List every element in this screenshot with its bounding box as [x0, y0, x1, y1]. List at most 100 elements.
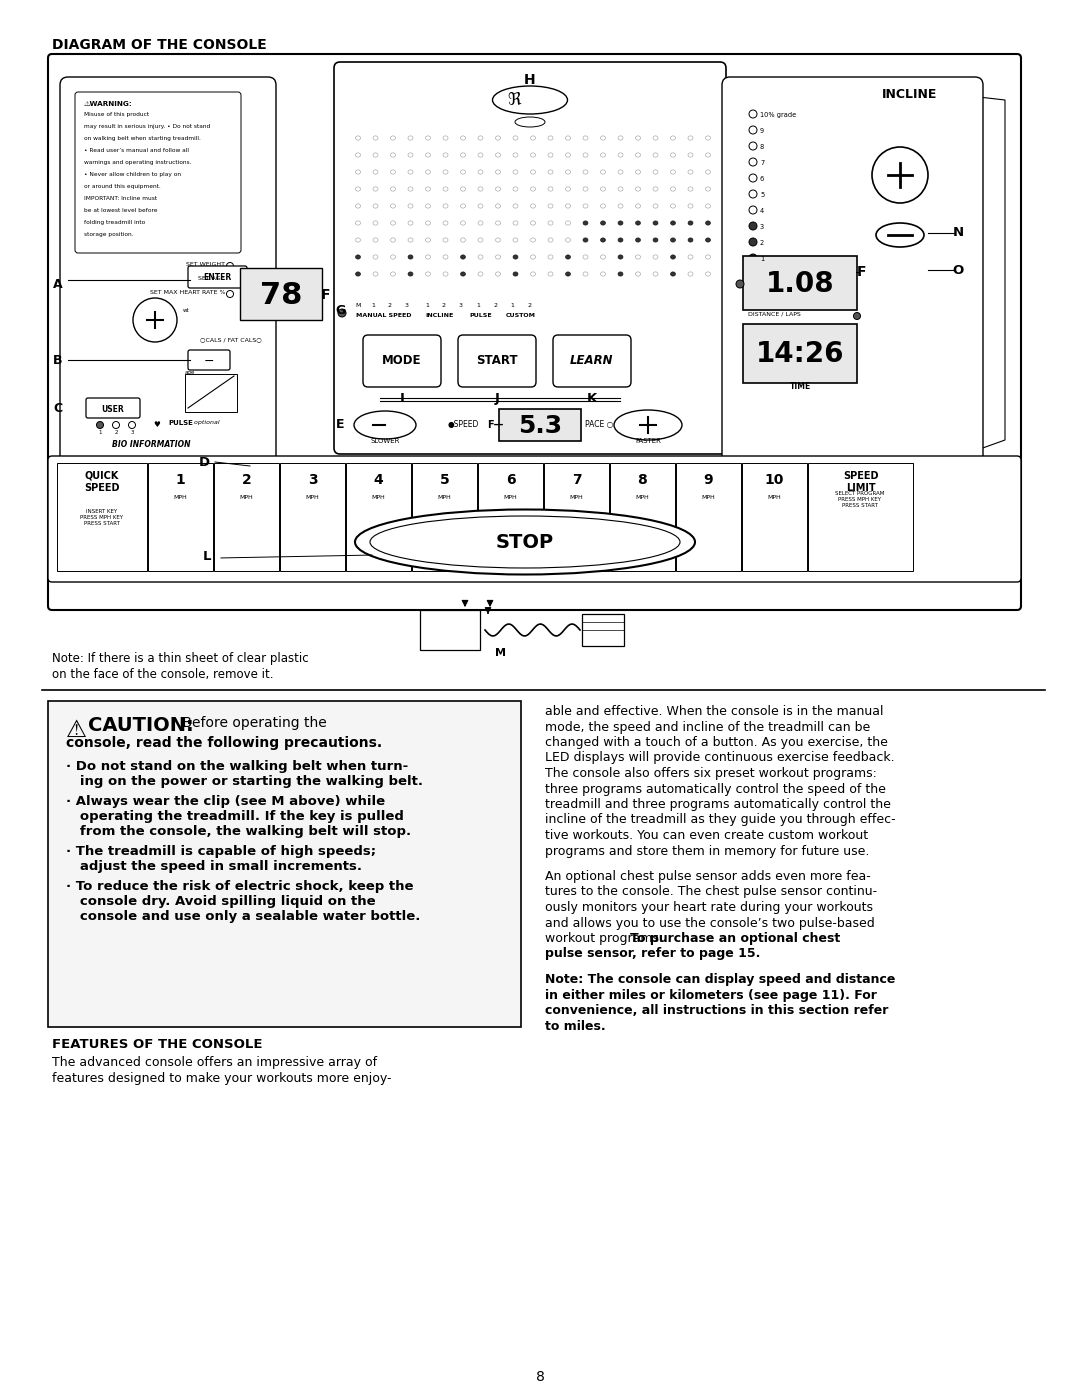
Ellipse shape: [671, 254, 675, 258]
Ellipse shape: [548, 152, 553, 156]
Text: 4: 4: [374, 474, 383, 488]
Ellipse shape: [671, 237, 675, 242]
Text: 5: 5: [440, 474, 449, 488]
Ellipse shape: [391, 170, 395, 175]
Ellipse shape: [530, 170, 536, 175]
Polygon shape: [810, 80, 1005, 510]
Text: treadmill and three programs automatically control the: treadmill and three programs automatical…: [545, 798, 891, 812]
Bar: [676, 462, 741, 571]
Ellipse shape: [443, 136, 448, 140]
Text: MPH: MPH: [174, 495, 187, 500]
Text: 2: 2: [388, 303, 392, 307]
Text: A: A: [53, 278, 63, 292]
Text: 2: 2: [442, 303, 446, 307]
Ellipse shape: [583, 136, 588, 140]
Ellipse shape: [460, 237, 465, 242]
Bar: [411, 462, 477, 571]
Text: C: C: [53, 401, 63, 415]
Ellipse shape: [566, 204, 570, 208]
Ellipse shape: [408, 152, 413, 156]
Ellipse shape: [583, 254, 588, 258]
Ellipse shape: [460, 254, 465, 258]
Ellipse shape: [618, 204, 623, 208]
Ellipse shape: [600, 152, 606, 156]
Ellipse shape: [566, 237, 570, 242]
Ellipse shape: [688, 152, 693, 156]
Text: · The treadmill is capable of high speeds;: · The treadmill is capable of high speed…: [66, 845, 376, 858]
Ellipse shape: [671, 170, 675, 175]
Circle shape: [129, 422, 135, 429]
Text: MPH: MPH: [636, 495, 649, 500]
Ellipse shape: [478, 237, 483, 242]
Ellipse shape: [373, 136, 378, 140]
Text: MPH: MPH: [437, 495, 451, 500]
Text: · Always wear the clip (see M above) while: · Always wear the clip (see M above) whi…: [66, 795, 386, 807]
Circle shape: [750, 254, 757, 263]
Bar: [544, 462, 609, 571]
Ellipse shape: [373, 170, 378, 175]
Text: DIAGRAM OF THE CONSOLE: DIAGRAM OF THE CONSOLE: [52, 38, 267, 52]
Circle shape: [750, 222, 757, 231]
Text: console dry. Avoid spilling liquid on the: console dry. Avoid spilling liquid on th…: [66, 895, 376, 908]
Text: INCLINE: INCLINE: [882, 88, 937, 101]
Ellipse shape: [671, 204, 675, 208]
Text: programs and store them in memory for future use.: programs and store them in memory for fu…: [545, 845, 869, 858]
Ellipse shape: [426, 152, 431, 156]
Text: E: E: [336, 419, 345, 432]
Text: MPH: MPH: [569, 495, 583, 500]
Ellipse shape: [566, 272, 570, 277]
Ellipse shape: [373, 204, 378, 208]
Ellipse shape: [688, 272, 693, 277]
Text: MPH: MPH: [702, 495, 715, 500]
Text: PULSE: PULSE: [168, 420, 193, 426]
Ellipse shape: [705, 221, 711, 225]
Text: incline of the treadmill as they guide you through effec-: incline of the treadmill as they guide y…: [545, 813, 895, 827]
Circle shape: [112, 422, 120, 429]
Ellipse shape: [513, 152, 518, 156]
Ellipse shape: [618, 170, 623, 175]
Ellipse shape: [426, 204, 431, 208]
Text: MODE: MODE: [382, 355, 422, 367]
Ellipse shape: [583, 170, 588, 175]
Ellipse shape: [600, 272, 606, 277]
Text: MPH: MPH: [306, 495, 320, 500]
Text: ℜ: ℜ: [508, 91, 521, 109]
FancyBboxPatch shape: [188, 351, 230, 370]
Text: F—: F—: [487, 420, 503, 430]
Ellipse shape: [548, 221, 553, 225]
Text: 78: 78: [260, 281, 302, 310]
Text: 1: 1: [426, 303, 429, 307]
Text: L: L: [203, 549, 212, 563]
Bar: [214, 462, 279, 571]
Text: Before operating the: Before operating the: [178, 717, 327, 731]
Text: ♥: ♥: [153, 420, 160, 429]
Ellipse shape: [705, 152, 711, 156]
Ellipse shape: [426, 136, 431, 140]
Ellipse shape: [513, 221, 518, 225]
Ellipse shape: [460, 272, 465, 277]
Circle shape: [872, 147, 928, 203]
Ellipse shape: [566, 254, 570, 258]
Ellipse shape: [426, 237, 431, 242]
Ellipse shape: [653, 136, 658, 140]
Text: 8: 8: [760, 144, 765, 149]
Circle shape: [227, 291, 233, 298]
Text: on walking belt when starting treadmill.: on walking belt when starting treadmill.: [84, 136, 201, 141]
Circle shape: [750, 237, 757, 246]
Ellipse shape: [426, 187, 431, 191]
Ellipse shape: [615, 409, 681, 440]
Ellipse shape: [478, 221, 483, 225]
Ellipse shape: [653, 187, 658, 191]
Text: from the console, the walking belt will stop.: from the console, the walking belt will …: [66, 826, 411, 838]
Text: 5: 5: [760, 191, 765, 198]
FancyBboxPatch shape: [48, 701, 521, 1027]
Text: SPEED
LIMIT: SPEED LIMIT: [842, 471, 878, 493]
Circle shape: [227, 263, 233, 270]
Text: three programs automatically control the speed of the: three programs automatically control the…: [545, 782, 886, 795]
Text: To purchase an optional chest: To purchase an optional chest: [630, 932, 840, 944]
Text: INCLINE: INCLINE: [426, 313, 454, 319]
Ellipse shape: [391, 187, 395, 191]
Text: • Never allow children to play on: • Never allow children to play on: [84, 172, 181, 177]
Ellipse shape: [373, 152, 378, 156]
Ellipse shape: [653, 152, 658, 156]
